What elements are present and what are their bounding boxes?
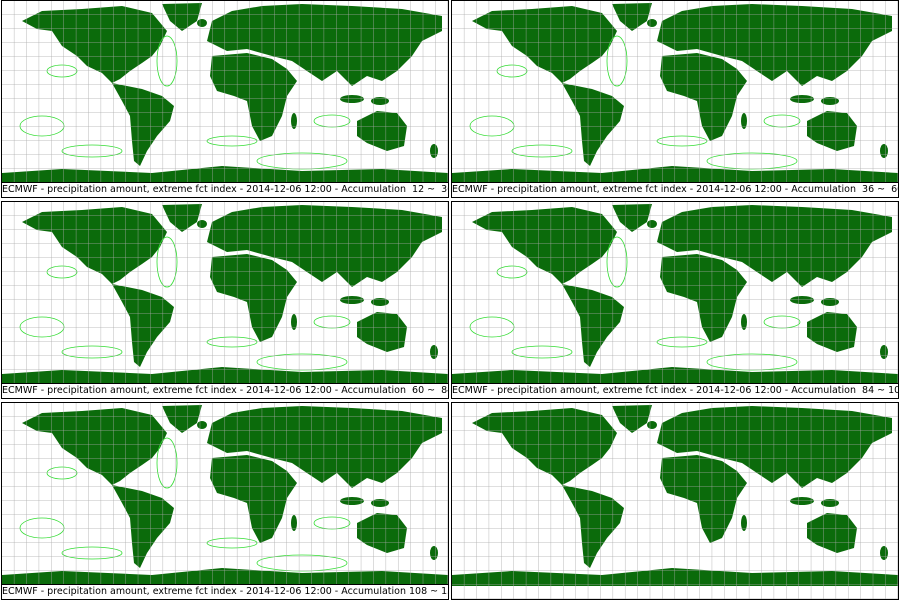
caption: ECMWF - precipitation amount, extreme fc… [2, 182, 448, 197]
map-panel: ECMWF - precipitation amount, extreme fc… [1, 402, 449, 600]
grid [2, 403, 448, 586]
map-panel: ECMWF - precipitation amount, extreme fc… [451, 0, 899, 198]
caption: ECMWF - precipitation amount, extreme fc… [2, 584, 448, 599]
world-map [452, 403, 898, 599]
world-map [452, 202, 898, 385]
caption: ECMWF - precipitation amount, extreme fc… [2, 383, 448, 398]
map-panel: ECMWF - precipitation amount, extreme fc… [1, 201, 449, 399]
map-panel [451, 402, 899, 600]
caption: ECMWF - precipitation amount, extreme fc… [452, 182, 898, 197]
world-map [2, 1, 448, 184]
world-map [2, 202, 448, 385]
grid [452, 403, 898, 599]
grid [2, 202, 448, 385]
world-map [452, 1, 898, 184]
map-panel: ECMWF - precipitation amount, extreme fc… [451, 201, 899, 399]
map-panel: ECMWF - precipitation amount, extreme fc… [1, 0, 449, 198]
grid [452, 1, 898, 184]
grid [2, 1, 448, 184]
grid [452, 202, 898, 385]
world-map [2, 403, 448, 586]
caption: ECMWF - precipitation amount, extreme fc… [452, 383, 898, 398]
